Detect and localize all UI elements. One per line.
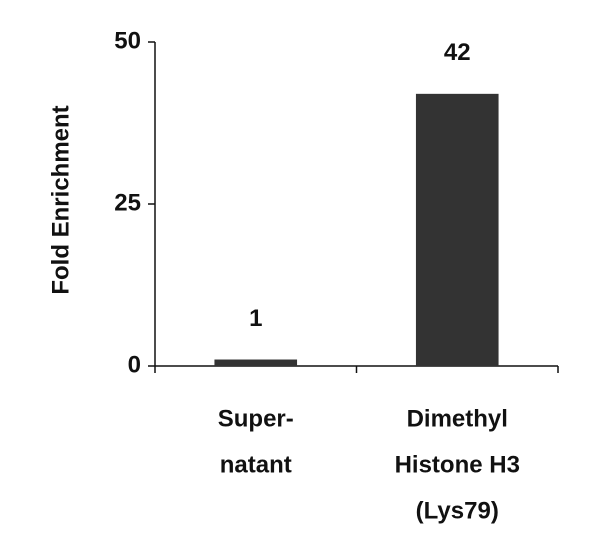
bar (214, 359, 298, 366)
data-label: 1 (249, 305, 262, 332)
y-tick-label: 50 (114, 27, 141, 54)
y-tick-label: 0 (128, 351, 141, 378)
y-tick-label: 25 (114, 189, 141, 216)
x-tick-label: natant (220, 451, 292, 478)
x-tick-label: Dimethyl (407, 405, 508, 432)
x-tick-label: (Lys79) (416, 497, 499, 524)
x-tick-label: Super- (218, 405, 294, 432)
data-label: 42 (444, 39, 471, 66)
y-axis-label: Fold Enrichment (47, 105, 74, 294)
bar (415, 93, 499, 366)
x-tick-label: Histone H3 (395, 451, 520, 478)
